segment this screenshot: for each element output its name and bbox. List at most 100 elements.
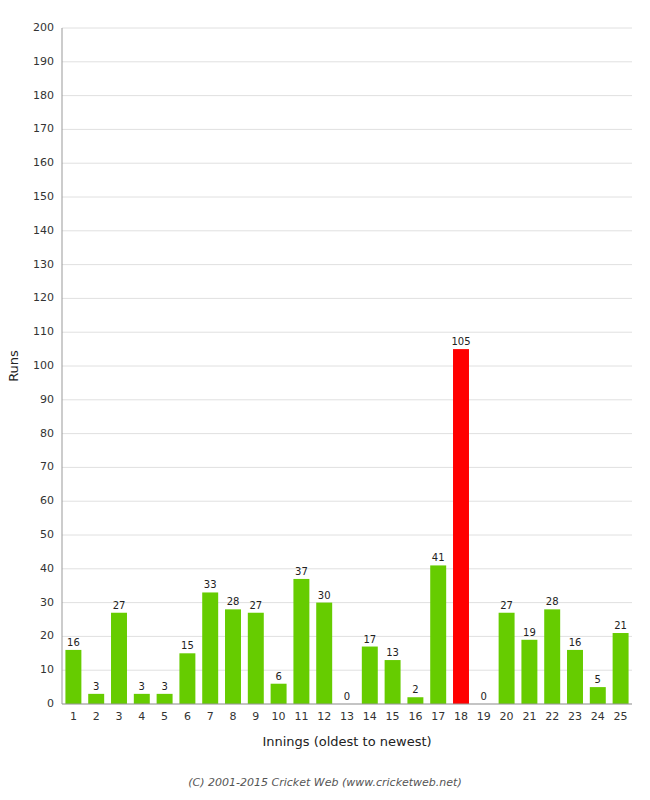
y-tick-label: 60 (40, 494, 54, 507)
bar (613, 633, 629, 704)
data-label: 37 (295, 566, 308, 577)
y-tick-label: 80 (40, 427, 54, 440)
bar (453, 349, 469, 704)
bar (134, 694, 150, 704)
data-label: 0 (481, 691, 487, 702)
y-tick-label: 200 (33, 21, 54, 34)
bar (567, 650, 583, 704)
bar (362, 647, 378, 704)
bar (271, 684, 287, 704)
grid-line (62, 535, 632, 536)
data-label: 2 (412, 684, 418, 695)
x-tick-label: 25 (614, 710, 628, 723)
x-tick-label: 19 (477, 710, 491, 723)
x-tick-label: 2 (93, 710, 100, 723)
data-label: 21 (614, 620, 627, 631)
y-tick-label: 70 (40, 460, 54, 473)
data-label: 27 (113, 600, 126, 611)
y-tick-label: 40 (40, 562, 54, 575)
grid-line (62, 129, 632, 130)
grid-line (62, 163, 632, 164)
x-tick-label: 11 (294, 710, 308, 723)
bar (293, 579, 309, 704)
x-axis-title: Innings (oldest to newest) (262, 734, 431, 749)
grid-line (62, 467, 632, 468)
data-label: 28 (227, 596, 240, 607)
footer-annotation: (C) 2001-2015 Cricket Web (www.cricketwe… (188, 776, 461, 789)
y-tick-label: 50 (40, 528, 54, 541)
x-tick-label: 8 (230, 710, 237, 723)
x-axis-line (62, 704, 632, 705)
x-tick-label: 18 (454, 710, 468, 723)
y-tick-label: 30 (40, 596, 54, 609)
bar (430, 565, 446, 704)
bar (248, 613, 264, 704)
data-label: 16 (569, 637, 582, 648)
y-tick-label: 160 (33, 156, 54, 169)
x-tick-label: 20 (500, 710, 514, 723)
data-label: 13 (386, 647, 399, 658)
data-label: 33 (204, 579, 217, 590)
grid-line (62, 197, 632, 198)
x-tick-label: 10 (272, 710, 286, 723)
bar (407, 697, 423, 704)
x-tick-label: 6 (184, 710, 191, 723)
x-tick-label: 14 (363, 710, 377, 723)
y-tick-label: 150 (33, 190, 54, 203)
bar (590, 687, 606, 704)
x-tick-label: 17 (431, 710, 445, 723)
data-label: 16 (67, 637, 80, 648)
data-label: 3 (139, 681, 145, 692)
data-label: 27 (500, 600, 513, 611)
y-tick-label: 110 (33, 325, 54, 338)
x-tick-label: 24 (591, 710, 605, 723)
data-label: 3 (161, 681, 167, 692)
bar (316, 603, 332, 704)
bar (225, 609, 241, 704)
x-tick-label: 5 (161, 710, 168, 723)
data-label: 41 (432, 552, 445, 563)
grid (62, 28, 632, 704)
x-tick-label: 23 (568, 710, 582, 723)
bar (65, 650, 81, 704)
data-label: 3 (93, 681, 99, 692)
y-axis-title: Runs (6, 350, 21, 382)
grid-line (62, 230, 632, 231)
y-tick-label: 170 (33, 122, 54, 135)
y-axis-line (62, 28, 63, 704)
y-tick-label: 130 (33, 258, 54, 271)
data-label: 17 (363, 634, 376, 645)
grid-line (62, 501, 632, 502)
grid-line (62, 366, 632, 367)
grid-line (62, 28, 632, 29)
data-label: 105 (451, 336, 470, 347)
data-label: 5 (595, 674, 601, 685)
data-label: 6 (275, 671, 281, 682)
x-tick-label: 9 (252, 710, 259, 723)
grid-line (62, 95, 632, 96)
x-tick-label: 22 (545, 710, 559, 723)
data-label: 0 (344, 691, 350, 702)
x-tick-label: 13 (340, 710, 354, 723)
y-tick-label: 10 (40, 663, 54, 676)
chart-svg: 0102030405060708090100110120130140150160… (0, 0, 650, 800)
x-tick-label: 4 (138, 710, 145, 723)
y-tick-label: 90 (40, 393, 54, 406)
bar (521, 640, 537, 704)
y-tick-label: 190 (33, 55, 54, 68)
y-tick-label: 120 (33, 291, 54, 304)
x-tick-label: 16 (408, 710, 422, 723)
grid-line (62, 264, 632, 265)
x-tick-label: 3 (116, 710, 123, 723)
bar (202, 592, 218, 704)
grid-line (62, 704, 632, 705)
grid-line (62, 568, 632, 569)
y-tick-label: 180 (33, 89, 54, 102)
x-tick-label: 7 (207, 710, 214, 723)
y-tick-label: 140 (33, 224, 54, 237)
bar (88, 694, 104, 704)
data-label: 28 (546, 596, 559, 607)
x-tick-label: 12 (317, 710, 331, 723)
bar (179, 653, 195, 704)
y-tick-label: 100 (33, 359, 54, 372)
